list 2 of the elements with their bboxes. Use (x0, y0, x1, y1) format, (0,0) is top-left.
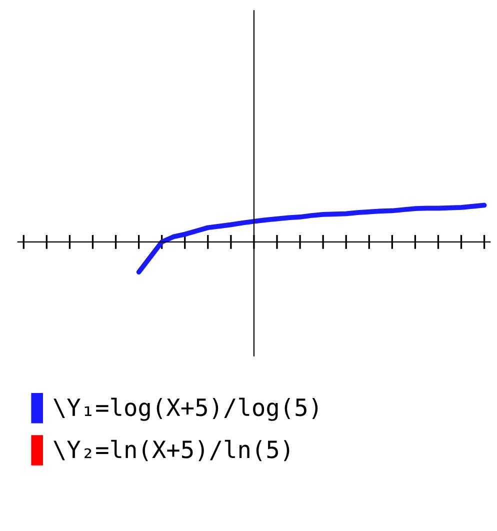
legend-label: \Y₂=ln(X+5)/ln(5) (54, 440, 290, 462)
legend-label: \Y₁=log(X+5)/log(5) (54, 398, 318, 421)
